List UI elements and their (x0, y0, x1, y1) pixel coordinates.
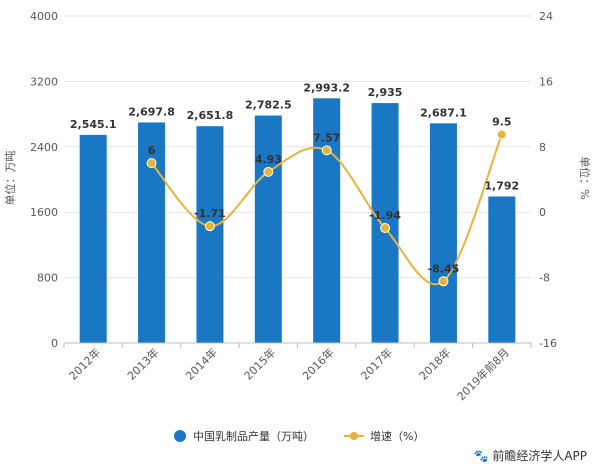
growth-value-label: 7.57 (313, 131, 340, 144)
bar (429, 123, 457, 343)
bar (313, 98, 341, 343)
y-left-tick-label: 0 (51, 337, 58, 350)
bar-value-label: 1,792 (484, 180, 519, 193)
source-label: 前瞻经济学人APP (492, 449, 587, 463)
growth-point (438, 276, 449, 287)
legend-line-dot (350, 432, 358, 440)
bar (254, 115, 282, 343)
bars (79, 98, 516, 343)
x-tick-label: 2016年 (299, 345, 336, 382)
y-left-tick-label: 1600 (30, 206, 58, 219)
growth-point (496, 129, 507, 140)
y-left-tick-label: 4000 (30, 10, 58, 23)
bar (79, 134, 107, 343)
growth-value-label: -1.71 (194, 207, 226, 220)
x-tick-label: 2013年 (124, 345, 161, 382)
y-axis-right-title: 单位：% (578, 156, 592, 199)
y-right-tick-label: 24 (539, 10, 553, 23)
bar-value-label: 2,993.2 (303, 81, 350, 94)
growth-value-label: 4.93 (255, 153, 282, 166)
source-watermark: 🐾 前瞻经济学人APP (474, 447, 587, 464)
growth-value-label: 6 (148, 144, 156, 157)
growth-point (204, 221, 215, 232)
x-tick-label: 2015年 (241, 345, 278, 382)
data-labels: 2,545.1 2,697.8 2,651.8 2,782.5 2,993.2 2,935… (70, 81, 519, 275)
x-tick-label: 2018年 (416, 345, 453, 382)
x-tick-label: 2019年前8月 (454, 345, 512, 403)
growth-value-label: 9.5 (492, 116, 512, 129)
growth-point (380, 223, 391, 234)
y-right-tick-label: 8 (539, 141, 546, 154)
bar (488, 196, 516, 343)
bar-value-label: 2,651.8 (187, 109, 234, 122)
legend: 中国乳制品产量（万吨） 增速（%） (174, 429, 424, 443)
bar (371, 103, 399, 343)
paw-icon: 🐾 (473, 449, 489, 463)
y-right-tick-label: -8 (539, 272, 550, 285)
legend-line-label: 增速（%） (370, 429, 424, 443)
bar-value-label: 2,545.1 (70, 118, 117, 131)
growth-line (146, 129, 507, 287)
bar-value-label: 2,697.8 (128, 105, 175, 118)
growth-point (321, 145, 332, 156)
y-right-tick-label: -16 (539, 337, 557, 350)
y-left-tick-label: 800 (37, 272, 58, 285)
growth-value-label: -8.45 (428, 262, 460, 275)
bar-value-label: 2,782.5 (245, 99, 292, 112)
growth-point (263, 166, 274, 177)
y-axis-left-title: 单位：万吨 (3, 151, 17, 206)
x-tick-label: 2014年 (183, 345, 220, 382)
x-tick-label: 2017年 (358, 345, 395, 382)
growth-value-label: -1.94 (369, 209, 401, 222)
bar-value-label: 2,935 (368, 86, 403, 99)
bar-value-label: 2,687.1 (420, 106, 467, 119)
bar (196, 126, 224, 343)
y-right-tick-label: 16 (539, 75, 553, 88)
y-left-tick-label: 2400 (30, 141, 58, 154)
legend-bar-label: 中国乳制品产量（万吨） (193, 429, 314, 443)
legend-bar-marker (174, 430, 186, 442)
x-tick-label: 2012年 (66, 345, 103, 382)
y-left-tick-label: 3200 (30, 75, 58, 88)
growth-point (146, 158, 157, 169)
grid (64, 15, 531, 279)
y-right-tick-label: 0 (539, 206, 546, 219)
